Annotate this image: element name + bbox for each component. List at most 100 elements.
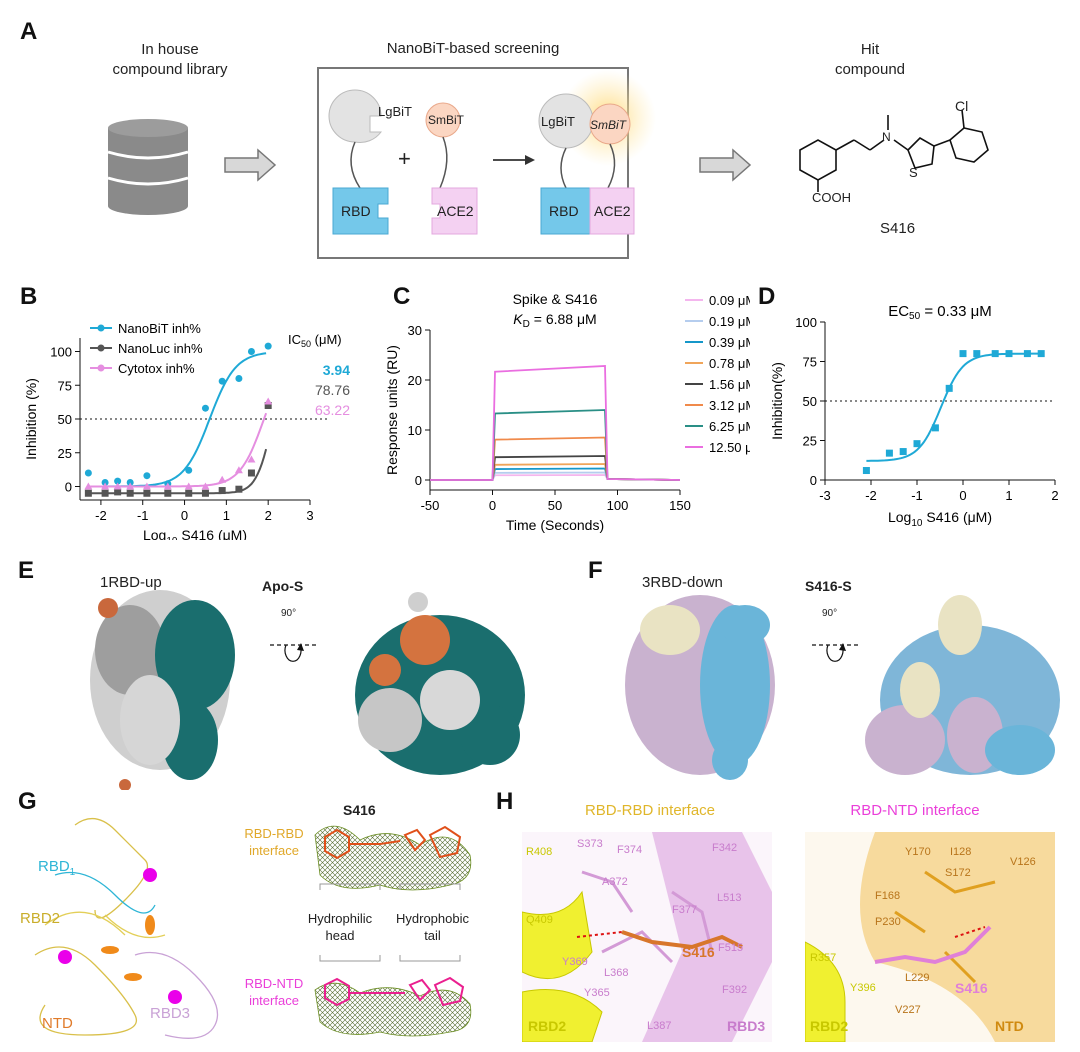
c-legend-label: 6.25 μM [709, 419, 750, 434]
b-legend-marker [97, 344, 105, 352]
c-y-tick-label: 20 [408, 373, 422, 388]
b-data-point [201, 489, 209, 497]
screening-box [317, 67, 629, 259]
h-left-title: RBD-RBD interface [584, 802, 716, 819]
b-data-point [185, 466, 193, 474]
plus-sign: + [398, 146, 411, 171]
h-residue-label: F342 [712, 842, 738, 854]
b-data-point [264, 342, 272, 350]
b-data-point [126, 482, 135, 490]
d-data-point [973, 350, 981, 358]
b-data-point [113, 482, 122, 490]
d-fit-curve [866, 352, 1039, 462]
apo-s-top-view [355, 592, 525, 775]
b-y-tick-label: 50 [58, 412, 72, 427]
b-data-point [143, 472, 151, 480]
panel-e-letter: E [18, 557, 35, 584]
g-rbd-ntd-label: RBD-NTD interface [244, 976, 304, 1008]
b-data-point [114, 477, 122, 485]
lgbit-label: LgBiT [378, 104, 412, 119]
d-x-tick-label: 1 [1005, 488, 1012, 503]
b-legend-label: NanoLuc inh% [118, 341, 203, 356]
b-legend-marker [97, 324, 105, 332]
b-data-point [84, 482, 93, 490]
h-residue-label: S172 [945, 867, 971, 879]
arrow-icon [224, 148, 277, 182]
rbd-label: RBD [341, 203, 371, 219]
h-residue-label: S416 [955, 980, 988, 996]
d-x-tick-label: 0 [959, 488, 966, 503]
ribbon-structure [34, 818, 219, 1039]
g-hydrophilic-label: Hydrophilic head [307, 911, 373, 943]
d-data-point [862, 467, 870, 475]
d-data-point [1023, 350, 1031, 358]
h-residue-label: F515 [718, 942, 744, 954]
g-rbd3-label: RBD3 [150, 1005, 191, 1022]
h-residue-label: RBD3 [727, 1018, 766, 1034]
b-y-tick-label: 75 [58, 378, 72, 393]
d-x-axis-label: Log10 S416 (μM) [888, 509, 992, 529]
d-data-point [913, 440, 921, 448]
h-residue-label: S373 [577, 838, 603, 850]
h-residue-label: RBD2 [810, 1018, 849, 1034]
b-y-axis-label: Inhibition (%) [23, 378, 39, 460]
panel-a-letter: A [20, 18, 38, 45]
b-data-point [126, 489, 134, 497]
h-residue-label: RBD2 [528, 1018, 567, 1034]
hit-cooh-label: COOH [812, 190, 851, 205]
d-title: EC50 = 0.33 μM [888, 303, 992, 322]
b-data-point [185, 489, 193, 497]
c-legend-label: 0.78 μM [709, 356, 750, 371]
b-data-point [201, 404, 209, 412]
b-data-point [234, 466, 243, 474]
b-data-point [101, 489, 109, 497]
screening-title: NanoBiT-based screening [386, 40, 560, 57]
d-y-tick-label: 75 [803, 355, 817, 370]
hit-label: Hit compound [834, 41, 906, 78]
panel-d-chart: 0 25 50 75 100 -3 -2 -1 0 1 2 EC50 = 0.33 μM Log10 S… [769, 303, 1059, 529]
arrow-icon [699, 148, 752, 182]
h-residue-label: NTD [995, 1018, 1024, 1034]
b-ic50-value: 63.22 [315, 402, 350, 418]
hit-name: S416 [880, 220, 916, 237]
h-residue-label: L229 [905, 972, 930, 984]
b-data-point [84, 489, 92, 497]
f-name: S416-S [805, 578, 852, 594]
d-x-tick-label: -2 [865, 488, 877, 503]
h-residue-label: Y170 [905, 846, 931, 858]
e-name: Apo-S [262, 578, 304, 594]
rotate-icon [812, 643, 858, 662]
s416-s-top-view [865, 595, 1060, 775]
b-data-point [184, 482, 193, 490]
h-residue-label: R357 [810, 952, 837, 964]
database-icon [107, 119, 189, 215]
d-x-tick-label: -3 [819, 488, 831, 503]
c-title: Spike & S416 [513, 291, 598, 307]
c-x-tick-label: 100 [607, 498, 629, 513]
b-data-point [101, 478, 109, 486]
b-ic50-value: 78.76 [315, 382, 350, 398]
b-data-point [101, 482, 110, 490]
c-legend-label: 3.12 μM [709, 398, 750, 413]
panel-a-schematic [107, 67, 989, 259]
rbd-label-bound: RBD [549, 203, 579, 219]
h-residue-label: V227 [895, 1004, 921, 1016]
h-right-title: RBD-NTD interface [850, 802, 980, 819]
d-y-axis-label: Inhibition(%) [769, 362, 785, 440]
b-data-point [84, 469, 92, 477]
d-data-point [959, 350, 967, 358]
h-residue-label: F392 [722, 984, 748, 996]
b-y-tick-label: 0 [65, 480, 72, 495]
ligand-density [314, 825, 472, 1037]
g-compound-name: S416 [343, 802, 376, 818]
b-x-tick-label: 3 [306, 508, 313, 523]
panel-f-letter: F [588, 557, 603, 584]
c-sensorgram-7 [430, 365, 681, 481]
d-data-point [931, 424, 939, 432]
d-data-point [1005, 350, 1013, 358]
h-residue-label: L387 [647, 1020, 672, 1032]
h-residue-label: R408 [526, 846, 553, 858]
h-residue-label: Y365 [584, 987, 610, 999]
rotate-icon [270, 643, 316, 662]
b-data-point [247, 455, 256, 463]
